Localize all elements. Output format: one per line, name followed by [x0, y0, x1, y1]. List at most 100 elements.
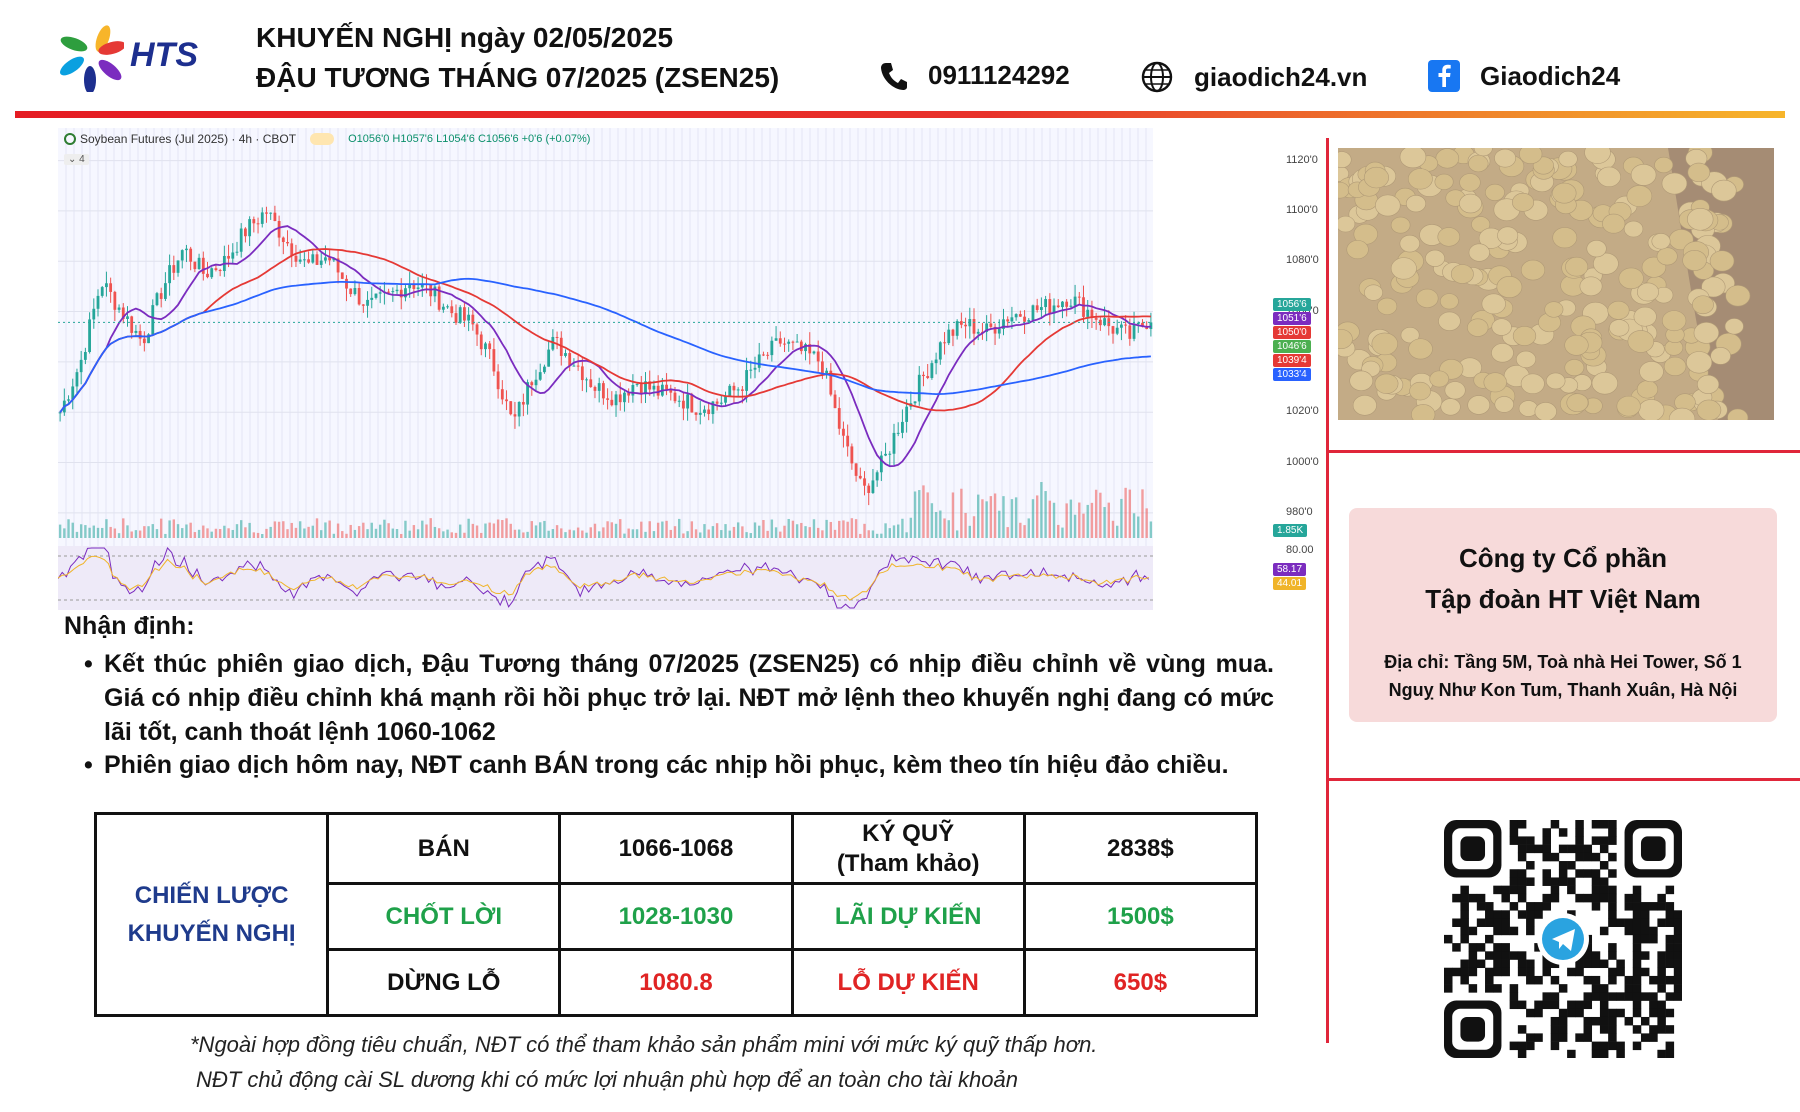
candle-body: [269, 212, 273, 214]
volume-bar: [459, 524, 462, 538]
candle-body: [976, 331, 980, 334]
candle-body: [315, 254, 319, 265]
telegram-qr-code[interactable]: [1444, 820, 1683, 1059]
soybean-shape: [1564, 359, 1585, 377]
candle-body: [277, 221, 281, 238]
soybean-shape: [1566, 393, 1589, 413]
candle-body: [896, 432, 900, 434]
qr-module: [1501, 885, 1510, 895]
volume-bar: [762, 520, 765, 538]
volume-bar: [404, 520, 407, 538]
company-card: Công ty Cổ phần Tập đoàn HT Việt Nam Địa…: [1349, 508, 1777, 722]
candle-body: [837, 408, 841, 429]
candle-body: [92, 308, 96, 320]
candle-body: [547, 349, 551, 367]
phone-contact[interactable]: 0911124292: [880, 60, 1070, 91]
qr-module: [1608, 902, 1617, 911]
volume-bar: [918, 490, 921, 538]
qr-module: [1509, 836, 1519, 845]
candle-body: [366, 299, 369, 306]
candle-body: [273, 212, 277, 222]
qr-module: [1599, 926, 1609, 936]
qr-module: [1599, 893, 1609, 903]
volume-bar: [939, 510, 942, 538]
website-contact[interactable]: giaodich24.vn: [1140, 60, 1367, 94]
qr-module: [1632, 918, 1642, 927]
volume-bar: [1073, 514, 1077, 538]
qr-module: [1591, 1041, 1601, 1051]
qr-module: [1501, 951, 1510, 960]
volume-bar: [838, 520, 841, 538]
volume-bar: [661, 521, 664, 538]
indicator-toggle[interactable]: ⌄ 4: [64, 154, 89, 165]
candle-body: [159, 293, 163, 299]
volume-bar: [880, 533, 883, 538]
volume-bar: [1094, 489, 1098, 538]
qr-module: [1608, 1008, 1617, 1018]
volume-bar: [383, 519, 386, 538]
qr-module: [1665, 951, 1675, 960]
qr-module: [1657, 959, 1666, 969]
qr-module: [1583, 869, 1593, 878]
candle-body: [669, 390, 673, 393]
candle-body: [618, 394, 622, 403]
qr-module: [1583, 1033, 1593, 1042]
volume-bar: [602, 527, 605, 538]
candle-body: [534, 379, 538, 386]
candle-body: [1086, 309, 1090, 317]
candle-body: [281, 237, 285, 242]
soybean-shape: [1701, 276, 1726, 298]
soybean-shape: [1468, 154, 1489, 173]
volume-bar: [273, 521, 277, 538]
volume-tag: 1.85K: [1273, 524, 1308, 537]
candle-body: [96, 295, 100, 309]
facebook-contact[interactable]: Giaodich24: [1428, 60, 1620, 92]
qr-module: [1460, 926, 1469, 936]
volume-bar: [1035, 495, 1039, 538]
volume-bar: [951, 492, 955, 538]
qr-module: [1649, 1008, 1658, 1018]
candle-body: [888, 453, 892, 455]
phone-icon: [881, 62, 907, 90]
qr-module: [1591, 836, 1601, 845]
qr-module: [1632, 984, 1642, 993]
candle-body: [1128, 325, 1132, 339]
volume-bar: [686, 531, 689, 538]
volume-bar: [526, 531, 529, 538]
volume-bar: [800, 522, 803, 538]
candle-body: [673, 392, 677, 402]
soybean-shape: [1467, 318, 1489, 337]
qr-module: [1591, 1049, 1601, 1059]
qr-module: [1599, 836, 1609, 845]
volume-bar: [871, 530, 875, 538]
take-profit-label: CHỐT LỜI: [326, 882, 562, 951]
volume-bar: [130, 531, 133, 538]
candle-body: [1120, 324, 1123, 328]
volume-bar: [1090, 502, 1094, 538]
volume-bar: [922, 485, 925, 538]
soybean-shape: [1552, 182, 1577, 204]
facebook-page[interactable]: Giaodich24: [1480, 60, 1621, 91]
soybean-shape: [1564, 334, 1589, 356]
candle-body: [517, 401, 521, 417]
candle-body: [151, 305, 155, 335]
website-link[interactable]: giaodich24.vn: [1194, 61, 1368, 92]
volume-bar: [1082, 513, 1085, 538]
page-subtitle: ĐẬU TƯƠNG THÁNG 07/2025 (ZSEN25): [256, 62, 780, 93]
qr-module: [1575, 820, 1584, 829]
candle-body: [231, 252, 235, 259]
volume-bar: [597, 531, 601, 538]
candle-body: [863, 478, 866, 486]
qr-module: [1501, 893, 1510, 903]
qr-module: [1452, 943, 1461, 952]
candle-body: [463, 307, 466, 321]
volume-bar: [412, 525, 416, 538]
soybean-shape: [1390, 257, 1417, 280]
qr-module: [1550, 1041, 1560, 1051]
qr-module: [1616, 1041, 1625, 1051]
volume-bar: [265, 528, 268, 538]
volume-bar: [505, 518, 508, 538]
volume-bar: [749, 533, 752, 538]
qr-module: [1608, 893, 1617, 903]
qr-module: [1608, 820, 1617, 829]
